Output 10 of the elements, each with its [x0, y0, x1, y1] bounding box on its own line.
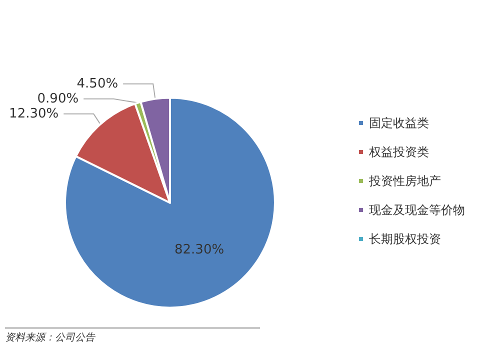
- legend-label: 投资性房地产: [368, 174, 441, 188]
- legend-label: 现金及现金等价物: [369, 203, 465, 217]
- data-label: 82.30%: [174, 242, 224, 258]
- legend-label: 固定收益类: [369, 116, 429, 130]
- text: 资料来源：公司公告: [5, 332, 96, 344]
- legend-label: 长期股权投资: [369, 232, 441, 246]
- legend-label: 权益投资类: [368, 145, 429, 159]
- data-label: 4.50%: [76, 76, 118, 92]
- data-label: 0.90%: [37, 91, 79, 106]
- data-label: 12.30%: [9, 106, 59, 122]
